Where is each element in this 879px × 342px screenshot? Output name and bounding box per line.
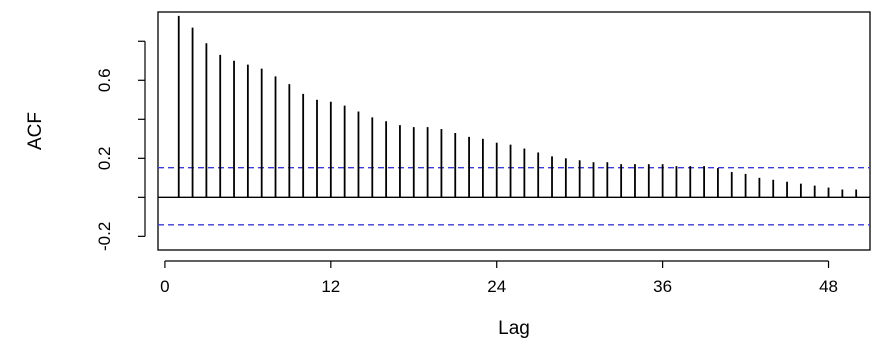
x-tick-label: 12 <box>321 277 340 296</box>
x-tick-label: 24 <box>487 277 506 296</box>
x-tick-label: 0 <box>160 277 169 296</box>
y-axis-title: ACF <box>25 112 46 150</box>
y-tick-label: 0.6 <box>95 68 114 92</box>
x-tick-label: 36 <box>653 277 672 296</box>
confidence-bounds <box>158 167 870 226</box>
x-tick-label: 48 <box>819 277 838 296</box>
x-axis-title: Lag <box>498 318 530 339</box>
x-axis: 0 12 24 36 48 <box>160 260 838 296</box>
acf-bars <box>158 15 870 198</box>
y-tick-label: 0.2 <box>95 146 114 170</box>
y-tick-label: -0.2 <box>95 222 114 251</box>
plot-frame <box>157 11 871 251</box>
y-axis: -0.2 0.2 0.6 <box>95 40 146 251</box>
